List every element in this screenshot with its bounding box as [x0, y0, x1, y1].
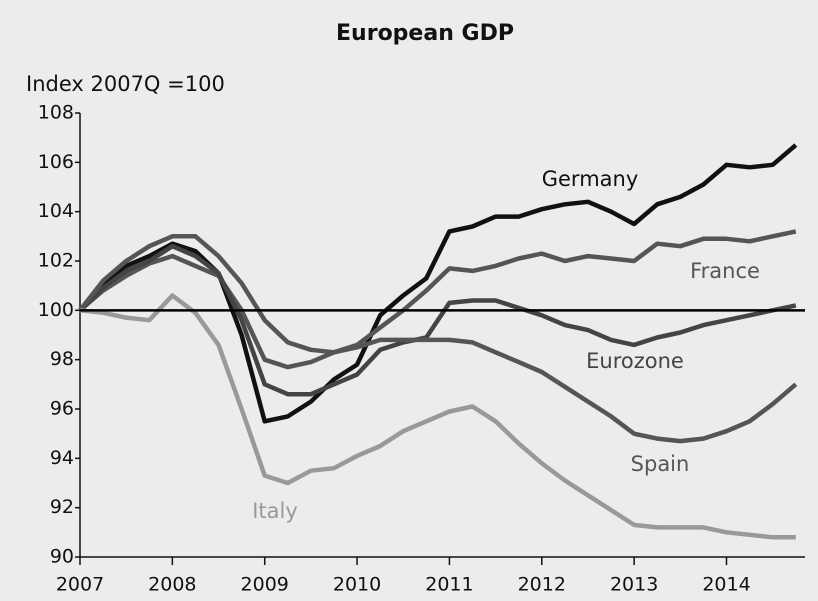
y-tick-label: 108 — [38, 102, 74, 124]
x-tick-label: 2007 — [56, 574, 104, 596]
x-tick-label: 2009 — [241, 574, 289, 596]
chart-title: European GDP — [336, 21, 514, 46]
x-tick-label: 2014 — [702, 574, 750, 596]
series-line — [78, 234, 798, 444]
y-axis-label: Index 2007Q =100 — [26, 72, 225, 96]
y-tick-label: 90 — [50, 546, 74, 568]
y-tick-label: 106 — [38, 151, 74, 173]
y-tick-label: 94 — [50, 447, 74, 469]
series-label: Spain — [631, 452, 690, 476]
series-label: Eurozone — [586, 349, 684, 373]
x-tick-label: 2012 — [518, 574, 566, 596]
x-tick-label: 2010 — [333, 574, 381, 596]
series-label: France — [690, 259, 760, 283]
y-tick-label: 98 — [50, 348, 74, 370]
y-tick-label: 102 — [38, 250, 74, 272]
series-line — [78, 243, 797, 397]
y-tick-label: 92 — [50, 496, 74, 518]
x-tick-label: 2011 — [425, 574, 473, 596]
series-line — [78, 229, 797, 370]
series-line — [78, 143, 798, 424]
series-label: Italy — [252, 499, 298, 523]
y-tick-label: 100 — [38, 299, 74, 321]
y-tick-label: 96 — [50, 398, 74, 420]
series-label: Germany — [542, 167, 639, 191]
x-tick-label: 2008 — [148, 574, 196, 596]
x-tick-label: 2013 — [610, 574, 658, 596]
series-line — [79, 293, 796, 540]
y-tick-label: 104 — [38, 200, 74, 222]
